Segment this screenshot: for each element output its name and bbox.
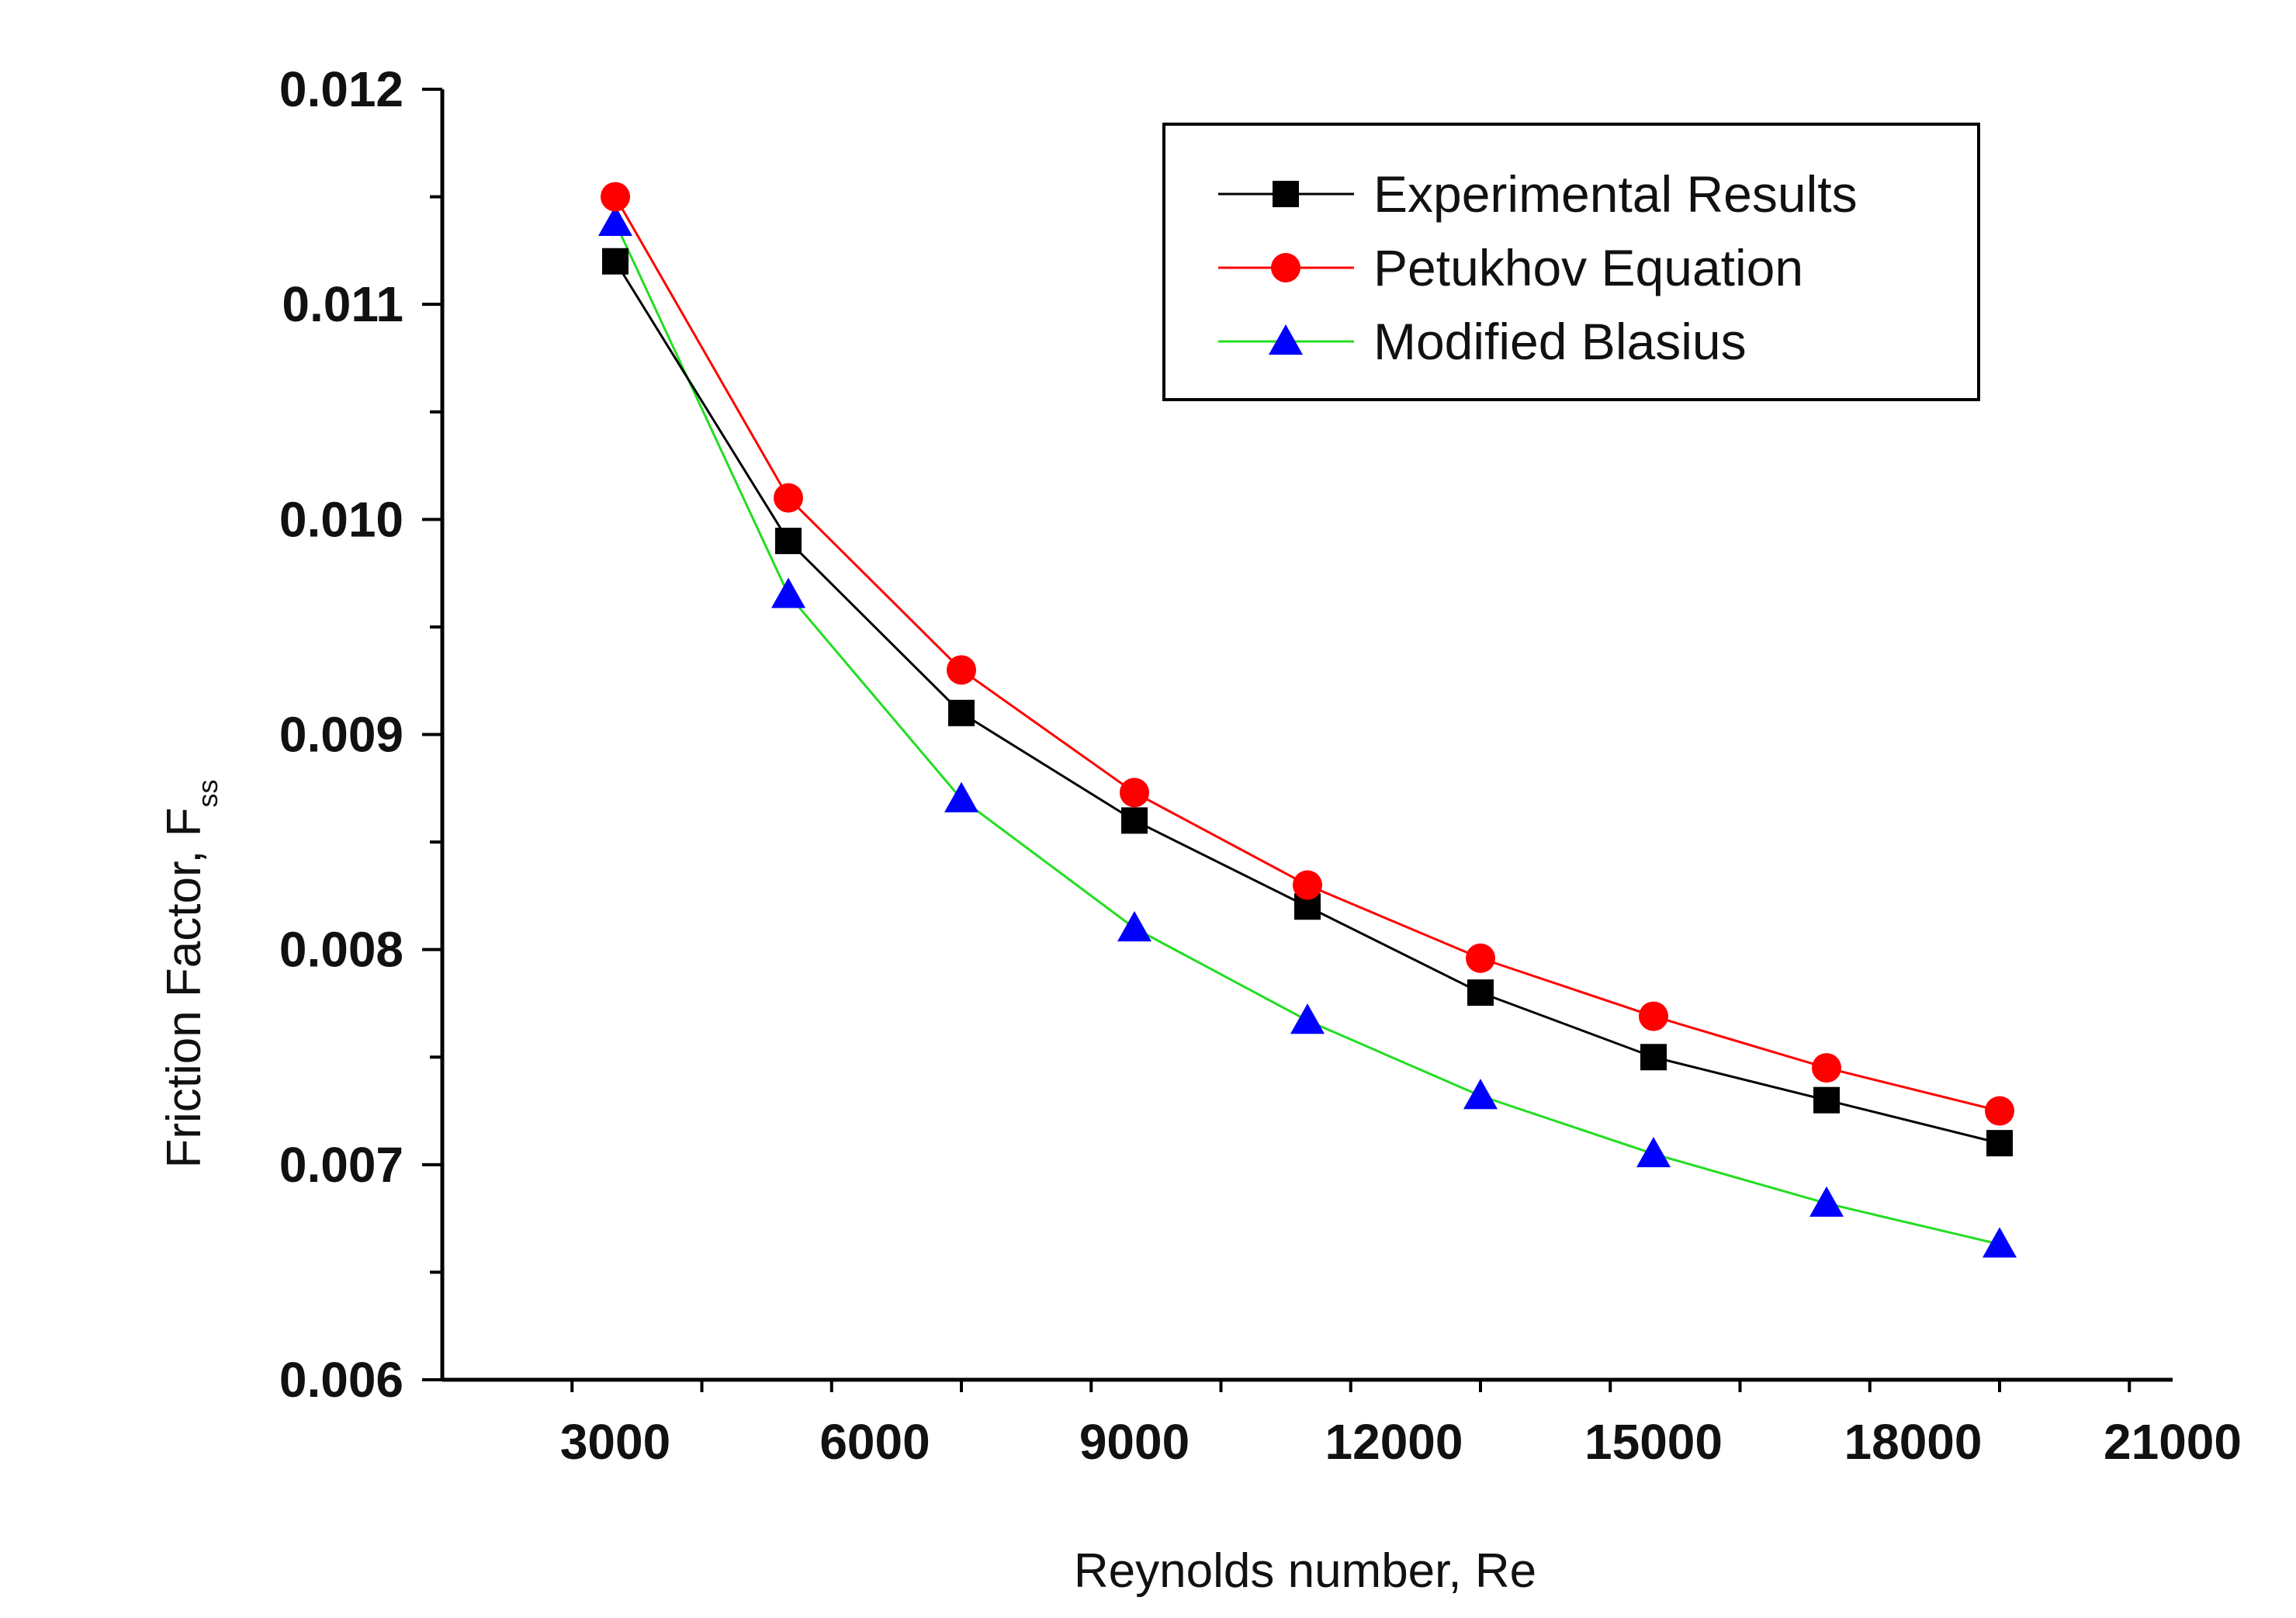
y-tick-label: 0.010	[279, 491, 403, 547]
data-point-circle	[947, 655, 976, 685]
x-tick-label: 21000	[2104, 1414, 2242, 1470]
x-tick-label: 18000	[1844, 1414, 1983, 1470]
data-point-square	[1640, 1044, 1667, 1071]
y-tick-label: 0.011	[282, 276, 403, 332]
data-point-square	[1467, 979, 1494, 1006]
y-tick-label: 0.012	[279, 61, 403, 117]
y-tick-label: 0.008	[279, 922, 403, 978]
data-point-circle	[1639, 1001, 1668, 1031]
data-point-circle	[1293, 870, 1322, 900]
legend: Experimental Results Petukhov Equation Mod…	[1162, 123, 1980, 401]
data-point-triangle	[598, 205, 632, 237]
data-point-square	[1121, 807, 1148, 834]
data-point-square	[602, 248, 629, 275]
data-point-triangle	[1117, 910, 1151, 942]
data-point-triangle	[944, 781, 978, 812]
series-layer	[598, 182, 2017, 1258]
legend-label: Modified Blasius	[1373, 313, 1747, 370]
x-tick-label: 15000	[1584, 1414, 1723, 1470]
y-tick-label: 0.007	[279, 1137, 403, 1193]
data-point-square	[1986, 1130, 2013, 1157]
x-tick-label: 6000	[819, 1414, 930, 1470]
data-point-circle	[774, 483, 803, 513]
y-axis-title-main: Friction Factor, F	[158, 807, 211, 1168]
data-point-triangle	[1463, 1079, 1498, 1110]
legend-marker-square	[1273, 181, 1299, 207]
data-point-circle	[1466, 943, 1495, 973]
axes: 3000 6000 9000 12000 15000 18000 21000 0.006 0.0…	[279, 61, 2242, 1470]
data-point-triangle	[1290, 1003, 1325, 1034]
data-point-square	[775, 528, 802, 555]
data-point-circle	[1120, 778, 1149, 808]
data-point-circle	[1812, 1053, 1841, 1083]
data-point-triangle	[1983, 1227, 2017, 1258]
data-point-triangle	[771, 577, 805, 608]
data-point-triangle	[1636, 1136, 1671, 1168]
x-tick-label: 12000	[1325, 1414, 1463, 1470]
data-point-triangle	[1809, 1186, 1844, 1217]
legend-marker-triangle	[1269, 324, 1303, 355]
y-tick-label: 0.006	[279, 1352, 403, 1408]
x-axis-title: Reynolds number, Re	[1074, 1544, 1536, 1598]
y-tick-label: 0.009	[279, 707, 403, 763]
legend-marker-circle	[1271, 253, 1300, 282]
y-axis-title-subscript: ss	[192, 779, 223, 807]
data-point-circle	[1985, 1096, 2014, 1126]
legend-label: Experimental Results	[1373, 165, 1858, 223]
data-point-circle	[601, 182, 630, 212]
data-point-square	[948, 699, 975, 726]
y-axis-title: Friction Factor, Fss	[158, 779, 223, 1168]
x-tick-label: 3000	[560, 1414, 670, 1470]
data-point-square	[1813, 1086, 1840, 1114]
legend-label: Petukhov Equation	[1373, 239, 1803, 296]
x-tick-label: 9000	[1079, 1414, 1190, 1470]
